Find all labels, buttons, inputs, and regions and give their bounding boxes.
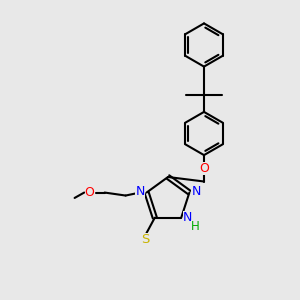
Text: H: H	[191, 220, 200, 232]
Text: N: N	[191, 184, 201, 197]
Text: O: O	[200, 162, 209, 175]
Text: N: N	[183, 211, 193, 224]
Text: O: O	[85, 186, 94, 199]
Text: N: N	[135, 184, 145, 197]
Text: S: S	[142, 233, 150, 246]
